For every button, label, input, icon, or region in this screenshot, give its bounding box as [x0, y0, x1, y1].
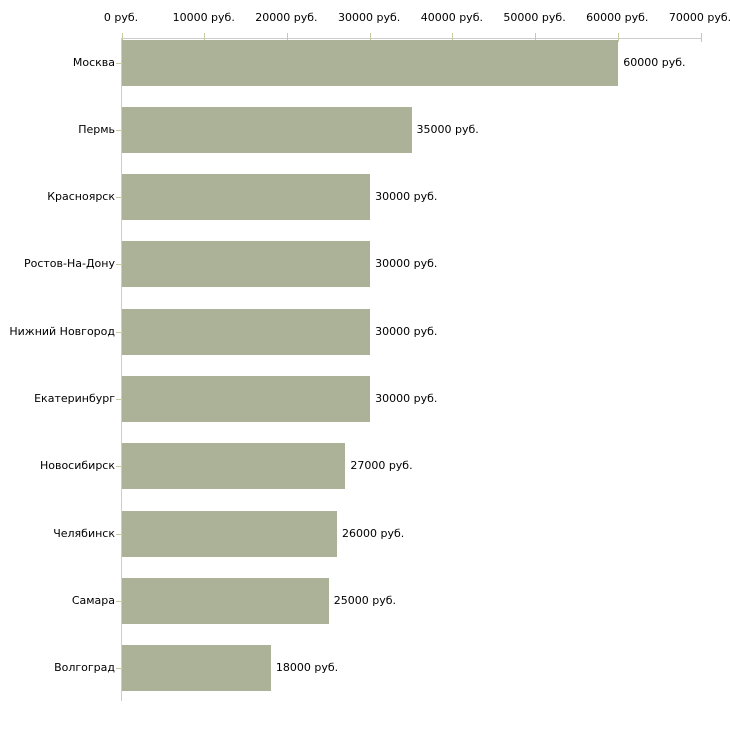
x-tick-label: 70000 руб.: [668, 11, 730, 24]
bar: [122, 106, 412, 153]
value-label: 30000 руб.: [375, 392, 438, 405]
x-axis-tick-mark: [700, 33, 702, 42]
bar: [122, 308, 371, 355]
value-label: 60000 руб.: [623, 55, 686, 69]
category-tick-mark: [116, 668, 121, 670]
bar: [122, 39, 619, 86]
bar: [122, 241, 371, 288]
category-tick-mark: [116, 466, 121, 468]
value-label: 35000 руб.: [416, 122, 479, 136]
x-axis-tick-mark: [535, 33, 537, 42]
x-axis-tick-mark: [452, 33, 454, 42]
category-label: Челябинск: [53, 526, 115, 540]
category-tick-mark: [116, 600, 121, 602]
value-label: 30000 руб.: [375, 257, 438, 271]
bar: [122, 510, 338, 557]
bar: [122, 443, 346, 490]
category-label: Ростов-На-Дону: [23, 257, 115, 271]
category-tick-mark: [116, 264, 121, 266]
x-tick-label: 20000 руб.: [255, 11, 318, 24]
category-tick-mark: [116, 331, 121, 333]
value-label: 27000 руб.: [350, 459, 413, 473]
bar: [122, 645, 271, 692]
x-tick-label: 30000 руб.: [338, 11, 401, 24]
category-label: Екатеринбург: [34, 392, 115, 405]
value-label: 18000 руб.: [275, 661, 339, 675]
category-label: Москва: [72, 55, 115, 69]
x-axis-labels: 0 руб. 10000 руб. 20000 руб. 30000 руб. 4000…: [0, 10, 730, 26]
x-tick-label: 50000 руб.: [503, 11, 566, 24]
bar: [122, 174, 371, 221]
value-label: 30000 руб.: [375, 324, 438, 338]
x-axis-tick-mark: [121, 33, 123, 42]
category-label: Самара: [71, 593, 115, 607]
x-axis-tick-mark: [204, 33, 206, 42]
category-tick-mark: [116, 197, 121, 199]
category-label: Волгоград: [54, 661, 115, 675]
x-tick-label: 40000 руб.: [420, 11, 483, 24]
bar: [122, 376, 371, 422]
plot-area: Москва 60000 руб. Пермь 35000 руб. Красноярс…: [9, 33, 702, 701]
value-label: 30000 руб.: [375, 190, 438, 204]
x-axis-tick-mark: [286, 33, 288, 42]
category-tick-mark: [116, 129, 121, 131]
x-axis-tick-mark: [617, 33, 619, 42]
category-label: Пермь: [78, 122, 115, 136]
category-label: Нижний Новгород: [9, 324, 115, 338]
category-label: Красноярск: [47, 190, 115, 204]
x-tick-label: 60000 руб.: [586, 11, 649, 24]
category-tick-mark: [116, 399, 121, 400]
x-tick-label: 0 руб.: [103, 11, 139, 24]
bar: [122, 577, 329, 624]
value-label: 26000 руб.: [342, 526, 405, 540]
category-tick-mark: [116, 62, 121, 64]
x-tick-label: 10000 руб.: [172, 11, 235, 24]
category-tick-mark: [116, 533, 121, 535]
x-axis-tick-mark: [369, 33, 371, 42]
value-label: 25000 руб.: [333, 593, 397, 607]
category-label: Новосибирск: [39, 459, 115, 473]
